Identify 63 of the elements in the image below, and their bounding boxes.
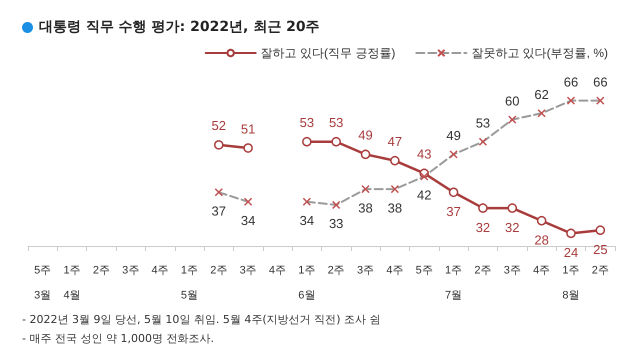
data-label: 51	[240, 121, 256, 136]
data-label: 53	[300, 114, 314, 130]
point	[331, 136, 341, 146]
x-tick-label: 2주	[210, 264, 228, 276]
x-tick-label: 5주 3월	[34, 264, 52, 302]
data-label: 60	[505, 93, 520, 108]
point	[360, 150, 370, 160]
x-tick-label: 2주	[474, 264, 492, 276]
x-tick-label: 2주	[592, 264, 609, 276]
data-label: 66	[593, 74, 608, 90]
x-tick-label: 3주	[122, 264, 140, 276]
data-label: 53	[328, 114, 344, 130]
data-label: 24	[564, 245, 578, 260]
chart-title: 대통령 직무 수행 평가: 2022년, 최근 20주	[39, 18, 320, 36]
text: - 2022년 3월 9일 당선, 5월 10일 취임. 5월 4주(지방선거 직전) 조사 쉼	[22, 312, 380, 328]
x-tick-label: 4주	[533, 264, 550, 276]
legend-label: 잘하고 있다(직무 긍정률)	[260, 46, 396, 60]
data-label: 62	[534, 87, 549, 102]
legend-label: 잘못하고 있다(부정률, %)	[471, 46, 608, 60]
data-label: 33	[328, 216, 344, 232]
point	[390, 156, 400, 166]
data-label: 43	[416, 146, 432, 162]
x-tick-label: 3주	[240, 264, 257, 276]
x-tick-label: 5주	[416, 264, 433, 276]
data-label: 34	[300, 213, 314, 228]
data-label: 42	[416, 188, 432, 203]
data-label: 28	[534, 232, 549, 248]
point	[243, 143, 253, 153]
x-tick-label: 2주	[92, 264, 110, 276]
point	[508, 203, 518, 213]
point	[448, 188, 458, 198]
point	[566, 228, 576, 238]
x-tick-label: 4주	[386, 264, 404, 276]
x-tick-label: 1주 7월	[445, 264, 462, 302]
x-tick-label: 1주 8월	[562, 264, 580, 302]
point	[596, 225, 606, 235]
data-label: 32	[505, 220, 520, 235]
data-label: 38	[388, 200, 402, 216]
data-label: 25	[593, 242, 608, 257]
x-tick-label: 3주	[356, 264, 374, 276]
data-label: 37	[446, 204, 461, 220]
point	[536, 216, 546, 226]
x-tick-label: 2주	[328, 264, 345, 276]
data-label: 32	[476, 220, 490, 235]
x-tick-label: 3주	[504, 264, 521, 276]
point	[214, 140, 224, 150]
data-label: 37	[212, 204, 226, 219]
x-tick-label: 1주 5월	[180, 264, 198, 302]
data-label: 66	[564, 74, 578, 90]
text: - 매주 전국 성인 약 1,000명 전화조사.	[22, 331, 215, 347]
point	[302, 136, 312, 146]
x-tick-label: 4주	[152, 264, 169, 276]
x-tick-label: 4주	[268, 264, 286, 276]
data-label: 53	[476, 115, 490, 130]
x-tick-label: 1주 4월	[63, 264, 81, 302]
data-label: 38	[358, 200, 373, 216]
point	[478, 203, 488, 213]
data-label: 34	[240, 213, 256, 228]
data-label: 49	[446, 128, 461, 144]
data-label: 47	[388, 134, 402, 149]
data-label: 52	[212, 118, 226, 134]
x-tick-label: 1주 6월	[298, 264, 316, 302]
data-label: 49	[358, 128, 373, 143]
